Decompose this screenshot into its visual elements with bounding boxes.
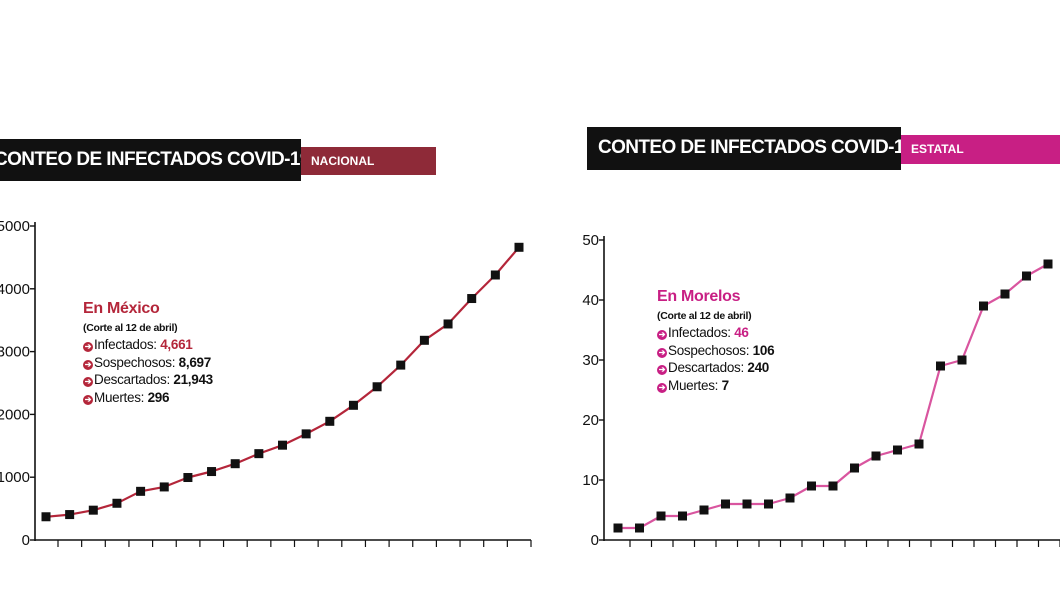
nacional-data-point xyxy=(467,294,477,304)
nacional-data-point xyxy=(325,416,335,426)
info-value-muertes: 296 xyxy=(147,389,170,405)
info-cutoff: (Corte al 12 de abril) xyxy=(83,322,178,334)
info-row-descartados: ➔ Descartados: 21,943 xyxy=(83,371,213,389)
nacional-data-point xyxy=(396,360,406,370)
estatal-y-tick-label: 20 xyxy=(582,412,599,429)
info-label: Descartados: xyxy=(668,360,744,375)
nacional-data-point xyxy=(301,429,311,439)
info-label: Sospechosos: xyxy=(94,354,176,370)
title-estatal: CONTEO DE INFECTADOS COVID-19 xyxy=(587,127,901,170)
info-row-descartados: ➔ Descartados: 240 xyxy=(657,359,774,377)
info-value-sospechosos: 8,697 xyxy=(178,354,212,370)
tag-nacional: NACIONAL xyxy=(301,147,436,175)
nacional-data-point xyxy=(254,449,264,459)
arrow-icon: ➔ xyxy=(83,394,93,405)
info-value-descartados: 240 xyxy=(747,360,770,375)
estatal-data-point xyxy=(936,361,945,371)
estatal-data-point xyxy=(1022,271,1031,281)
arrow-icon: ➔ xyxy=(657,347,667,358)
nacional-data-point xyxy=(65,510,75,520)
estatal-data-point xyxy=(957,355,967,365)
info-morelos: En Morelos (Corte al 12 de abril) ➔ Infec… xyxy=(657,287,775,395)
info-value-descartados: 21,943 xyxy=(173,372,213,387)
arrow-icon: ➔ xyxy=(657,365,667,375)
nacional-data-point xyxy=(278,440,287,450)
nacional-data-point xyxy=(230,459,240,469)
arrow-icon: ➔ xyxy=(83,377,93,387)
nacional-y-tick-label: 5000 xyxy=(0,218,30,235)
info-label: Infectados: xyxy=(94,337,157,352)
estatal-data-point xyxy=(807,481,816,491)
info-heading: En México xyxy=(83,300,160,317)
nacional-data-point xyxy=(348,400,358,410)
estatal-data-point xyxy=(871,451,881,461)
info-label: Muertes: xyxy=(94,389,145,405)
nacional-data-point xyxy=(159,482,169,492)
info-value-infectados: 46 xyxy=(734,325,749,340)
nacional-y-tick-label: 4000 xyxy=(0,281,30,298)
estatal-data-point xyxy=(613,523,623,533)
nacional-data-point xyxy=(419,335,429,345)
arrow-icon: ➔ xyxy=(657,382,667,393)
tag-estatal: ESTATAL xyxy=(901,135,1060,164)
estatal-data-point xyxy=(656,511,666,521)
estatal-data-point xyxy=(1043,259,1053,269)
nacional-data-point xyxy=(207,467,217,477)
estatal-y-tick-label: 50 xyxy=(582,232,599,249)
info-value-muertes: 7 xyxy=(721,377,730,393)
nacional-y-tick-label: 1000 xyxy=(0,469,30,486)
info-heading: En Morelos xyxy=(657,288,741,305)
info-row-sospechosos: ➔ Sospechosos: 106 xyxy=(657,342,775,360)
estatal-data-point xyxy=(635,523,644,533)
estatal-data-point xyxy=(1000,289,1010,299)
info-row-muertes: ➔ Muertes: 296 xyxy=(83,389,213,407)
title-nacional: CONTEO DE INFECTADOS COVID-19 xyxy=(0,139,301,181)
estatal-data-point xyxy=(721,499,730,509)
estatal-y-tick-label: 0 xyxy=(591,532,599,549)
nacional-data-point xyxy=(183,473,193,483)
info-label: Muertes: xyxy=(668,377,719,393)
arrow-icon: ➔ xyxy=(83,342,93,352)
info-cutoff: (Corte al 12 de abril) xyxy=(657,310,752,322)
nacional-data-point xyxy=(112,498,122,508)
info-mexico: En México (Corte al 12 de abril) ➔ Infect… xyxy=(83,299,213,406)
nacional-data-point xyxy=(514,242,524,252)
arrow-icon: ➔ xyxy=(83,359,93,370)
info-value-infectados: 4,661 xyxy=(160,337,193,352)
nacional-data-point xyxy=(41,512,51,522)
arrow-icon: ➔ xyxy=(657,330,667,340)
estatal-y-tick-label: 40 xyxy=(582,292,599,309)
nacional-data-point xyxy=(136,486,146,496)
estatal-data-point xyxy=(699,505,709,515)
info-row-sospechosos: ➔ Sospechosos: 8,697 xyxy=(83,354,213,372)
estatal-data-point xyxy=(678,511,687,521)
estatal-data-point xyxy=(914,439,924,449)
info-label: Sospechosos: xyxy=(668,342,750,358)
nacional-y-tick-label: 0 xyxy=(22,532,30,549)
estatal-y-tick-label: 30 xyxy=(582,352,599,369)
estatal-data-point xyxy=(979,301,988,311)
info-value-sospechosos: 106 xyxy=(752,342,775,358)
nacional-y-tick-label: 2000 xyxy=(0,406,30,423)
info-row-infectados: ➔ Infectados: 4,661 xyxy=(83,336,213,354)
nacional-data-point xyxy=(443,319,453,329)
info-label: Descartados: xyxy=(94,372,170,387)
estatal-data-point xyxy=(764,499,773,509)
estatal-data-point xyxy=(785,493,795,503)
info-row-muertes: ➔ Muertes: 7 xyxy=(657,377,774,395)
estatal-data-point xyxy=(828,481,838,491)
nacional-data-point xyxy=(490,270,500,280)
info-label: Infectados: xyxy=(668,325,731,340)
nacional-y-tick-label: 3000 xyxy=(0,344,30,361)
nacional-data-point xyxy=(88,505,98,515)
estatal-data-point xyxy=(850,463,859,473)
estatal-data-point xyxy=(742,499,752,509)
estatal-data-point xyxy=(893,445,902,455)
nacional-data-point xyxy=(372,382,382,392)
info-row-infectados: ➔ Infectados: 46 xyxy=(657,324,774,342)
estatal-y-tick-label: 10 xyxy=(582,472,599,489)
